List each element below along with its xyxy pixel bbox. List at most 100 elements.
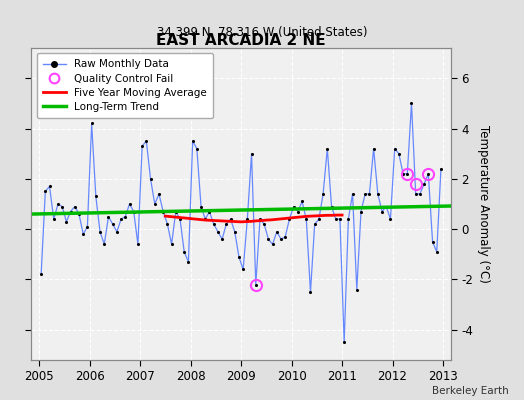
Point [50,216,58,222]
Point [62,218,71,225]
Point [231,228,239,235]
Point [272,228,281,235]
Point [344,216,353,222]
Point [382,203,390,210]
Point [293,208,302,215]
Point [184,259,193,265]
Point [67,208,75,215]
Point [323,146,332,152]
Point [328,203,336,210]
Point [171,208,180,215]
Point [201,216,210,222]
Point [83,224,92,230]
Point [256,216,264,222]
Point [134,241,142,248]
Point [108,221,117,227]
Legend: Raw Monthly Data, Quality Control Fail, Five Year Moving Average, Long-Term Tren: Raw Monthly Data, Quality Control Fail, … [37,53,213,118]
Point [340,339,348,346]
Point [142,138,150,144]
Point [193,146,201,152]
Point [79,231,88,237]
Point [37,271,46,278]
Point [75,211,83,217]
Point [159,208,167,215]
Point [222,221,231,227]
Point [150,201,159,207]
Point [189,138,197,144]
Y-axis label: Temperature Anomaly (°C): Temperature Anomaly (°C) [477,125,489,283]
Point [307,289,315,295]
Point [121,213,129,220]
Point [146,176,155,182]
Point [420,181,428,187]
Point [348,191,357,197]
Point [298,198,306,205]
Point [197,203,205,210]
Point [71,203,79,210]
Point [302,216,311,222]
Point [92,193,100,200]
Point [268,241,277,248]
Point [218,236,226,242]
Point [399,171,407,177]
Point [281,234,289,240]
Point [167,241,176,248]
Point [125,201,134,207]
Point [235,254,243,260]
Point [369,146,378,152]
Point [378,208,386,215]
Point [436,166,445,172]
Point [357,208,365,215]
Point [361,191,369,197]
Title: EAST ARCADIA 2 NE: EAST ARCADIA 2 NE [156,33,326,48]
Point [138,143,146,149]
Point [386,216,395,222]
Text: 34.399 N, 78.316 W (United States): 34.399 N, 78.316 W (United States) [157,26,367,39]
Point [243,216,252,222]
Point [104,213,113,220]
Point [336,216,344,222]
Point [58,203,67,210]
Point [411,191,420,197]
Point [264,236,272,242]
Point [315,216,323,222]
Point [205,208,214,215]
Point [319,191,328,197]
Point [432,249,441,255]
Point [117,216,125,222]
Point [374,191,382,197]
Point [180,249,189,255]
Point [395,150,403,157]
Point [285,216,293,222]
Point [277,236,285,242]
Point [424,171,432,177]
Point [226,216,235,222]
Point [129,208,138,215]
Point [260,221,268,227]
Point [365,191,374,197]
Point [416,191,424,197]
Point [289,203,298,210]
Point [311,221,319,227]
Point [403,171,411,177]
Point [100,241,108,248]
Point [332,216,340,222]
Point [428,238,436,245]
Point [252,281,260,288]
Point [46,183,54,190]
Point [54,201,62,207]
Point [353,286,361,293]
Point [176,216,184,222]
Point [96,228,104,235]
Text: Berkeley Earth: Berkeley Earth [432,386,508,396]
Point [390,146,399,152]
Point [214,228,222,235]
Point [239,266,247,273]
Point [88,120,96,127]
Point [113,228,121,235]
Point [41,188,50,195]
Point [163,221,171,227]
Point [210,221,218,227]
Point [407,100,416,106]
Point [247,150,256,157]
